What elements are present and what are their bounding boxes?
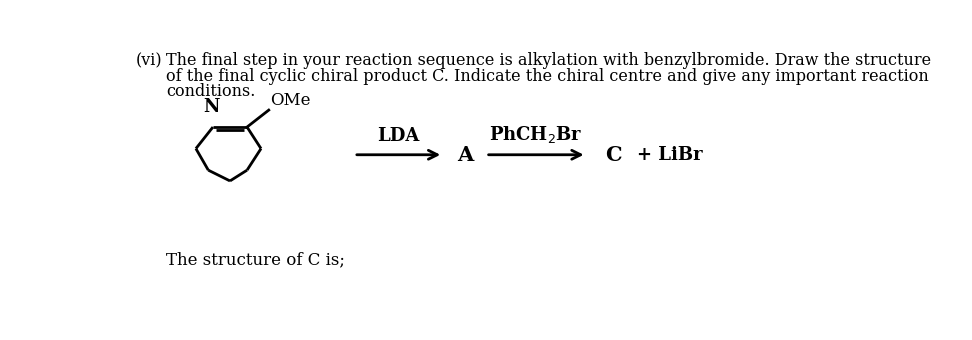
Text: + LiBr: + LiBr — [637, 146, 703, 164]
Text: of the final cyclic chiral product C. Indicate the chiral centre and give any im: of the final cyclic chiral product C. In… — [166, 68, 929, 85]
Text: The final step in your reaction sequence is alkylation with benzylbromide. Draw : The final step in your reaction sequence… — [166, 52, 931, 69]
Text: conditions.: conditions. — [166, 83, 256, 100]
Text: LDA: LDA — [377, 127, 420, 145]
Text: (vi): (vi) — [135, 52, 162, 69]
Text: PhCH$_2$Br: PhCH$_2$Br — [489, 124, 583, 145]
Text: C: C — [606, 145, 622, 165]
Text: The structure of C is;: The structure of C is; — [166, 252, 345, 269]
Text: A: A — [457, 145, 473, 165]
Text: N: N — [203, 98, 220, 116]
Text: OMe: OMe — [270, 91, 311, 108]
